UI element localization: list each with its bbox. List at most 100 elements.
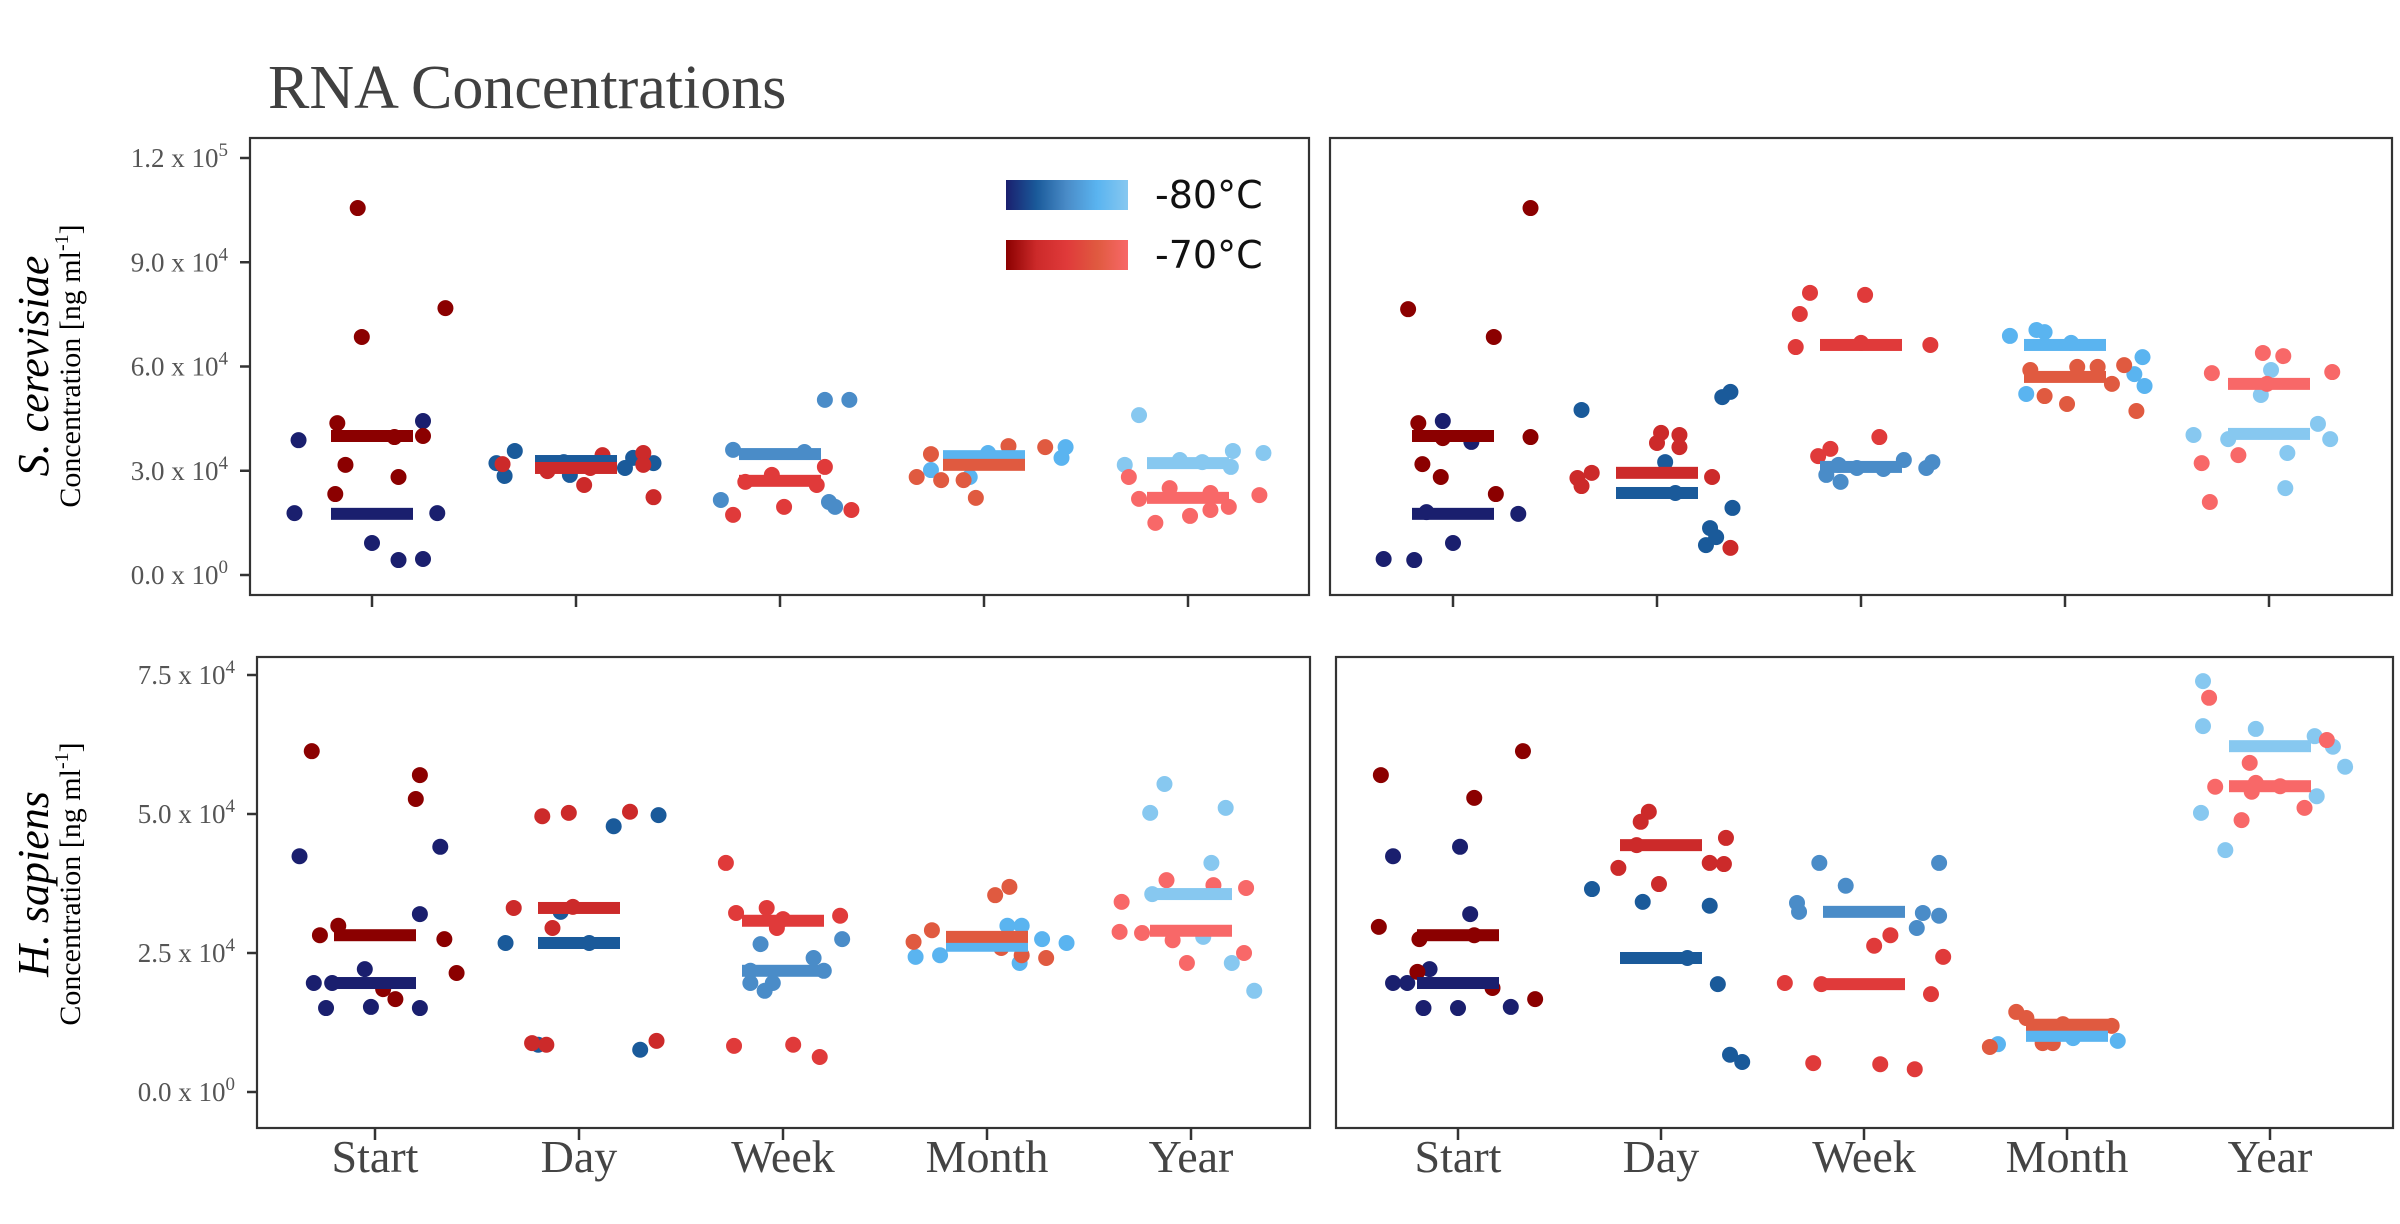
data-point-m70 [1787,339,1804,356]
y-tick-exponent: 4 [226,935,236,956]
data-point-m70 [505,899,522,916]
data-point-m70 [648,1032,665,1049]
group-month [1981,1003,2126,1055]
y-tick-mantissa: 3.0 x 10 [131,456,219,486]
data-point-m70 [635,456,652,473]
data-point-m80 [1013,917,1030,934]
data-point-m70 [1872,1056,1889,1073]
data-point-m70 [2318,732,2335,749]
data-point-m70 [758,899,775,916]
data-point-m80 [1399,975,1416,992]
data-point-m70 [1038,950,1055,967]
species-label-hs: H. sapiens [9,791,58,978]
data-point-m80 [1142,804,1159,821]
data-point-m70 [1922,986,1939,1003]
data-point-m70 [2207,778,2224,795]
mean-bar-m70 [2229,780,2311,793]
data-point-m70 [1485,328,1502,345]
data-point-m80 [1811,854,1828,871]
data-point-m70 [1120,469,1137,486]
data-point-m70 [538,1036,555,1053]
data-point-m70 [576,476,593,493]
data-point-m70 [905,933,922,950]
data-point-m70 [1715,856,1732,873]
y-tick-label: 7.5 x 104 [138,657,236,690]
y-tick-label: 1.2 x 105 [131,140,228,173]
data-point-m80 [2308,788,2325,805]
y-tick-label: 2.5 x 104 [138,935,236,968]
y-tick-mantissa: 9.0 x 10 [131,247,219,277]
data-point-m80 [1445,535,1461,552]
data-point-m70 [1202,502,1219,519]
data-point-m70 [717,854,734,871]
data-point-m70 [2089,358,2106,375]
data-point-m80 [1421,961,1438,978]
data-point-m70 [1178,955,1195,972]
data-point-m80 [290,432,307,449]
mean-bar-m80 [538,936,620,949]
panel-frame [248,136,1311,597]
mean-bar-m70 [1823,978,1905,991]
data-point-m80 [1224,442,1241,459]
data-point-m80 [2018,385,2035,402]
data-point-m70 [967,489,984,506]
data-point-m80 [2277,480,2294,497]
data-point-m70 [2059,396,2076,413]
data-point-m80 [1832,473,1849,490]
mean-bar-m70 [331,430,413,442]
data-point-m70 [1527,991,1544,1008]
data-point-m70 [1671,439,1688,456]
data-point-m80 [497,934,514,951]
group-year [2192,673,2354,859]
y-tick-label: 3.0 x 104 [131,453,229,486]
data-point-m80 [305,975,322,992]
data-point-m80 [650,807,667,824]
data-point-m70 [2324,364,2341,381]
data-point-m70 [1409,963,1426,980]
group-start [1375,200,1539,569]
y-tick-mantissa: 0.0 x 10 [131,560,219,590]
data-point-m80 [1657,454,1674,471]
data-point-m80 [922,462,939,479]
data-point-m80 [1246,982,1263,999]
data-point-m70 [843,502,860,519]
data-point-m70 [2275,348,2292,365]
data-point-m80 [2109,1032,2126,1049]
data-point-m80 [1375,551,1392,568]
mean-bar-m70 [742,914,824,927]
mean-bar-m70 [1150,924,1232,937]
data-point-m80 [1255,445,1272,462]
data-point-m80 [1722,1046,1739,1063]
data-point-m70 [1370,918,1387,935]
data-point-m80 [1914,904,1931,921]
data-point-m80 [1573,401,1590,418]
data-point-m70 [1810,448,1827,465]
data-point-m80 [1502,998,1519,1015]
data-point-m80 [415,413,431,430]
y-tick-label: 9.0 x 104 [131,244,229,277]
group-start [1370,743,1544,1017]
data-point-m80 [2136,377,2153,394]
data-point-m70 [635,445,652,462]
species-label-sc: S. cerevisiae [9,256,58,477]
data-point-m70 [415,428,431,444]
data-point-m70 [2233,812,2250,829]
x-tick-label: Start [1415,1131,1502,1182]
mean-bar-m70 [1147,491,1229,504]
data-point-m80 [1203,854,1220,871]
data-point-m70 [2103,375,2120,392]
y-tick-label: 6.0 x 104 [131,349,229,382]
data-point-m70 [1722,539,1739,556]
data-point-m70 [387,991,404,1008]
data-point-m80 [411,1000,428,1017]
mean-bar-m80 [334,977,416,990]
data-point-m80 [1709,976,1726,993]
data-point-m70 [1650,876,1667,893]
mean-bar-m70 [1820,338,1902,351]
data-point-m70 [1776,975,1793,992]
data-point-m70 [1131,490,1148,507]
data-point-m70 [2036,388,2053,405]
data-point-m70 [1522,200,1539,217]
y-tick-label: 0.0 x 100 [138,1074,235,1107]
